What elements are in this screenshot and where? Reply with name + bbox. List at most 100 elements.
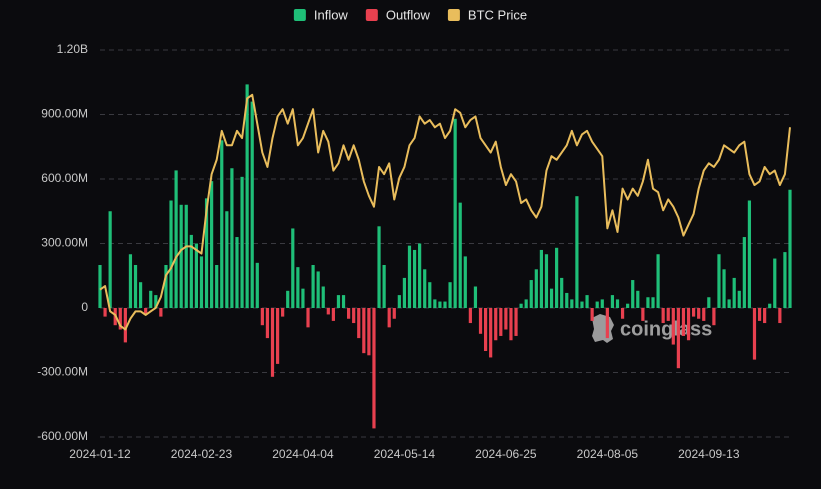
bar <box>661 308 665 324</box>
axis-labels: 1.20B 900.00M 600.00M 300.00M 0 -300.00M -600.… <box>37 42 740 461</box>
bar <box>326 308 330 315</box>
bar <box>433 299 437 308</box>
bar <box>565 292 569 308</box>
x-tick-label: 2024-02-23 <box>171 447 233 461</box>
bar <box>686 308 691 341</box>
legend-swatch <box>365 9 378 21</box>
bar <box>220 140 224 308</box>
bar <box>108 211 112 308</box>
x-tick-label: 2024-08-05 <box>577 447 639 461</box>
bar <box>580 301 584 308</box>
bar <box>620 308 625 319</box>
bar <box>133 265 138 308</box>
bar <box>123 308 127 343</box>
bar <box>468 308 472 324</box>
bar <box>296 267 300 308</box>
bar <box>331 308 335 321</box>
bar <box>204 198 209 308</box>
y-tick-label: 600.00M <box>41 171 88 185</box>
bar <box>463 256 467 308</box>
bar <box>473 286 478 308</box>
bar <box>372 308 376 429</box>
bar <box>585 295 589 308</box>
bar <box>194 243 198 308</box>
bar <box>255 262 259 308</box>
bar <box>311 265 315 308</box>
bar <box>118 308 122 330</box>
bar <box>483 308 488 351</box>
bar <box>631 280 635 308</box>
bar <box>692 308 696 317</box>
bar <box>98 265 102 308</box>
bar <box>783 252 787 308</box>
bar <box>199 256 204 308</box>
bar <box>423 269 427 308</box>
bar <box>544 254 549 308</box>
bar <box>352 308 356 324</box>
bar <box>250 101 254 308</box>
bar <box>164 265 168 308</box>
bar <box>752 308 757 360</box>
bar <box>230 168 234 308</box>
bar <box>514 308 518 336</box>
bar <box>306 308 310 328</box>
bar <box>656 254 660 308</box>
bar <box>489 308 493 358</box>
bar <box>428 282 432 308</box>
bar <box>291 228 295 308</box>
bar <box>392 308 396 319</box>
y-tick-label: 300.00M <box>41 236 88 250</box>
bar <box>189 234 193 308</box>
bar <box>138 282 143 308</box>
bar <box>747 200 752 308</box>
bar <box>707 297 711 308</box>
bar <box>626 303 630 308</box>
bar <box>382 265 386 308</box>
bar <box>281 308 285 317</box>
bar <box>412 249 417 308</box>
x-tick-label: 2024-05-14 <box>374 447 436 461</box>
bar <box>478 308 483 334</box>
bar <box>681 308 686 336</box>
bar <box>387 308 391 328</box>
y-tick-label: -600.00M <box>37 429 88 443</box>
bar <box>524 299 528 308</box>
bar <box>615 299 620 308</box>
bar <box>103 308 107 317</box>
bar <box>737 290 741 308</box>
bars <box>98 84 792 429</box>
bar <box>301 288 305 308</box>
bar <box>702 308 706 321</box>
bar <box>453 118 457 308</box>
bar <box>438 301 442 308</box>
bar <box>286 290 290 308</box>
bar <box>499 308 503 336</box>
bar <box>443 301 447 308</box>
price-line <box>99 93 791 331</box>
bar <box>757 308 762 321</box>
bar <box>336 295 341 308</box>
x-tick-label: 2024-04-04 <box>272 447 334 461</box>
bar <box>210 181 214 308</box>
y-tick-label: 900.00M <box>41 107 88 121</box>
x-tick-label: 2024-06-25 <box>475 447 537 461</box>
bar <box>717 254 721 308</box>
bar <box>235 237 239 308</box>
bar <box>641 308 645 321</box>
bar <box>240 176 244 308</box>
bar <box>671 308 675 345</box>
watermark-group: coinglass <box>592 314 712 343</box>
bar <box>377 226 381 308</box>
bar <box>341 295 346 308</box>
bar <box>773 258 777 308</box>
bar <box>763 308 767 324</box>
x-tick-label: 2024-01-12 <box>69 447 131 461</box>
bar <box>610 295 615 308</box>
bar <box>407 245 412 308</box>
bar <box>179 204 183 308</box>
bar <box>712 308 716 326</box>
bar <box>169 200 173 308</box>
bar <box>676 308 680 369</box>
bar <box>742 237 746 308</box>
